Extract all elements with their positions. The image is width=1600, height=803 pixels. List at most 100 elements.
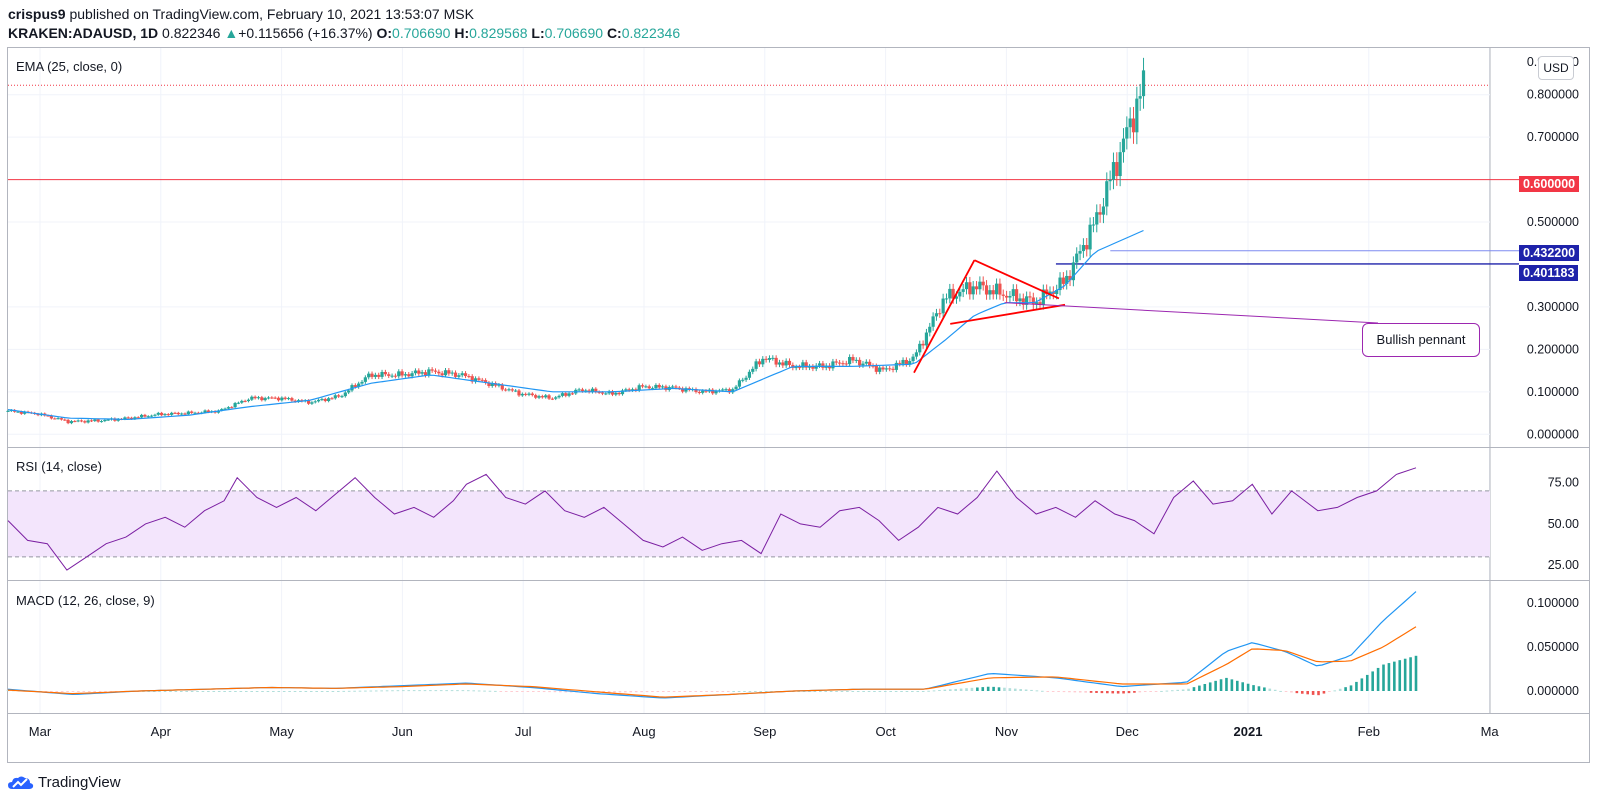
- macd-histogram-bar: [152, 691, 156, 692]
- candle-body: [1088, 224, 1092, 250]
- macd-histogram-bar: [439, 690, 443, 692]
- macd-histogram-bar: [629, 691, 633, 693]
- ema-legend[interactable]: EMA (25, close, 0): [16, 59, 123, 74]
- candle-body: [804, 362, 808, 368]
- author[interactable]: crispus9: [8, 6, 66, 22]
- candle-body: [79, 420, 84, 422]
- candle-body: [337, 395, 341, 397]
- candle-body: [817, 363, 822, 366]
- candle-body: [343, 392, 347, 397]
- candle-body: [146, 416, 150, 418]
- candle-body: [801, 362, 805, 368]
- macd-histogram-bar: [71, 691, 75, 692]
- candle-body: [203, 410, 207, 413]
- candle-body: [1015, 289, 1019, 302]
- candle-body: [797, 367, 802, 369]
- macd-histogram-bar: [521, 691, 524, 692]
- candle-body: [220, 409, 224, 411]
- macd-histogram-bar: [607, 691, 611, 693]
- macd-histogram-bar: [1133, 691, 1136, 693]
- macd-histogram-bar: [185, 691, 189, 692]
- candle-body: [941, 298, 945, 314]
- candle-body: [507, 389, 511, 391]
- macd-histogram-bar: [163, 691, 167, 692]
- interval[interactable]: 1D: [140, 25, 159, 41]
- macd-histogram-bar: [645, 691, 649, 693]
- candle-body: [393, 375, 398, 377]
- candle-body: [410, 373, 414, 377]
- macd-histogram-bar: [391, 690, 394, 692]
- candle-body: [497, 384, 501, 386]
- candle-body: [614, 392, 618, 395]
- price-badge-04011: 0.401183: [1519, 265, 1579, 281]
- macd-histogram-bar: [970, 687, 974, 691]
- macd-histogram-bar: [293, 691, 297, 692]
- macd-histogram-bar: [288, 691, 291, 692]
- candle-body: [914, 352, 919, 357]
- candle-body: [116, 419, 120, 421]
- candle-body: [948, 288, 952, 299]
- macd-legend[interactable]: MACD (12, 26, close, 9): [16, 593, 155, 608]
- macd-histogram-bar: [1203, 683, 1207, 691]
- macd-histogram-bar: [1365, 674, 1369, 691]
- macd-histogram-bar: [277, 691, 281, 692]
- macd-histogram-bar: [672, 691, 676, 692]
- macd-histogram-bar: [309, 691, 313, 692]
- candle-body: [383, 371, 387, 375]
- candle-body: [253, 396, 257, 399]
- macd-histogram-bar: [759, 691, 763, 692]
- macd-histogram-bar: [613, 691, 616, 693]
- candle-body: [918, 343, 922, 353]
- candle-body: [86, 420, 90, 423]
- candle-body: [978, 281, 982, 290]
- candle-body: [744, 377, 748, 380]
- macd-histogram-bar: [342, 690, 346, 692]
- candle-body: [470, 376, 474, 382]
- close-value: 0.822346: [621, 25, 681, 41]
- candle-body: [1008, 296, 1012, 298]
- candle-body: [524, 393, 528, 395]
- candle-body: [420, 372, 424, 374]
- candle-body: [908, 361, 912, 365]
- candle-body: [1058, 277, 1062, 291]
- candle-body: [483, 380, 488, 383]
- macd-histogram-bar: [894, 691, 898, 692]
- macd-histogram-bar: [965, 688, 968, 691]
- candle-body: [751, 368, 755, 372]
- candle-body: [974, 286, 979, 290]
- candle-body: [316, 399, 321, 402]
- candle-body: [597, 391, 601, 393]
- candle-body: [190, 411, 194, 413]
- candle-body: [46, 415, 50, 417]
- bullish-pennant-note[interactable]: Bullish pennant: [1362, 323, 1480, 357]
- candle-body: [781, 362, 785, 366]
- candle-body: [53, 418, 57, 420]
- candle-body: [517, 390, 521, 396]
- macd-histogram-bar: [840, 691, 844, 692]
- candle-body: [807, 366, 812, 368]
- macd-histogram-bar: [1013, 688, 1017, 691]
- candle-body: [514, 390, 518, 392]
- candle-body: [821, 363, 825, 368]
- candle-body: [1098, 212, 1102, 215]
- rsi-legend[interactable]: RSI (14, close): [16, 459, 102, 474]
- candle-body: [747, 371, 752, 378]
- macd-histogram-bar: [586, 691, 589, 693]
- candle-body: [891, 368, 895, 370]
- candle-body: [223, 408, 227, 410]
- macd-histogram-bar: [916, 691, 920, 692]
- candle-body: [250, 396, 254, 400]
- candle-body: [240, 400, 244, 403]
- candle-body: [697, 391, 701, 393]
- symbol[interactable]: KRAKEN:ADAUSD: [8, 25, 133, 41]
- open-value: 0.706690: [392, 25, 451, 41]
- macd-histogram-bar: [55, 691, 59, 692]
- tradingview-logo[interactable]: TradingView: [8, 774, 121, 791]
- candle-body: [1091, 224, 1096, 226]
- candle-body: [590, 388, 595, 393]
- candle-body: [69, 421, 74, 424]
- currency-button[interactable]: USD: [1538, 56, 1574, 80]
- candle-body: [180, 413, 184, 415]
- macd-histogram-bar: [60, 691, 64, 692]
